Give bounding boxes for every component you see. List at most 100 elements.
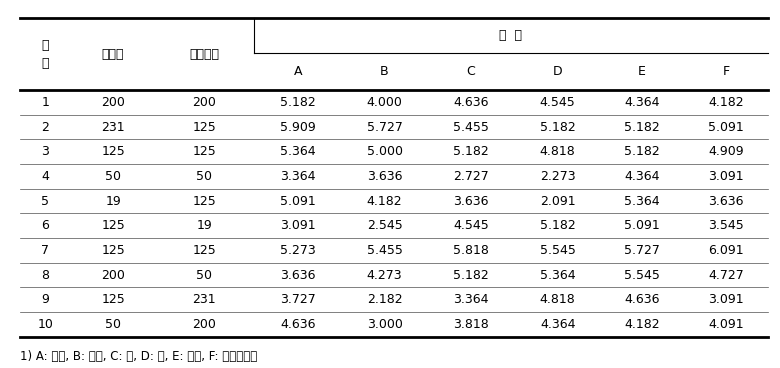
Text: 125: 125 <box>193 121 216 134</box>
Text: 4.182: 4.182 <box>624 318 660 331</box>
Text: 200: 200 <box>101 269 125 282</box>
Text: 5.727: 5.727 <box>367 121 402 134</box>
Text: 5.545: 5.545 <box>540 244 576 257</box>
Text: 번: 번 <box>41 39 49 52</box>
Text: 5.091: 5.091 <box>708 121 744 134</box>
Text: 2.545: 2.545 <box>367 219 402 232</box>
Text: E: E <box>638 65 646 78</box>
Text: 125: 125 <box>193 145 216 158</box>
Text: 5: 5 <box>41 195 49 208</box>
Text: 3.364: 3.364 <box>280 170 316 183</box>
Text: 2.727: 2.727 <box>453 170 489 183</box>
Text: 3.091: 3.091 <box>708 170 744 183</box>
Text: 호: 호 <box>41 57 49 70</box>
Text: 4.364: 4.364 <box>624 96 660 109</box>
Text: 2: 2 <box>41 121 49 134</box>
Text: 50: 50 <box>105 170 121 183</box>
Text: 4.364: 4.364 <box>540 318 576 331</box>
Text: 6: 6 <box>41 219 49 232</box>
Text: 1: 1 <box>41 96 49 109</box>
Text: 231: 231 <box>193 293 216 306</box>
Text: 4.727: 4.727 <box>708 269 744 282</box>
Text: 4.818: 4.818 <box>540 145 576 158</box>
Text: 4: 4 <box>41 170 49 183</box>
Text: 5.364: 5.364 <box>540 269 576 282</box>
Text: 3.636: 3.636 <box>367 170 402 183</box>
Text: 4.545: 4.545 <box>453 219 489 232</box>
Text: 19: 19 <box>197 219 212 232</box>
Text: 5.818: 5.818 <box>453 244 489 257</box>
Text: 4.636: 4.636 <box>280 318 316 331</box>
Text: 2.273: 2.273 <box>540 170 576 183</box>
Text: 3.636: 3.636 <box>708 195 744 208</box>
Text: C: C <box>466 65 476 78</box>
Text: 4.818: 4.818 <box>540 293 576 306</box>
Text: 2.182: 2.182 <box>367 293 402 306</box>
Text: 4.182: 4.182 <box>708 96 744 109</box>
Text: 5.182: 5.182 <box>540 121 576 134</box>
Text: 5.182: 5.182 <box>453 269 489 282</box>
Text: 125: 125 <box>101 145 125 158</box>
Text: 5.455: 5.455 <box>367 244 402 257</box>
Text: 4.909: 4.909 <box>708 145 744 158</box>
Text: 4.091: 4.091 <box>708 318 744 331</box>
Text: 2.091: 2.091 <box>540 195 576 208</box>
Text: 4.636: 4.636 <box>453 96 489 109</box>
Text: 5.455: 5.455 <box>453 121 489 134</box>
Text: 125: 125 <box>101 293 125 306</box>
Text: 50: 50 <box>197 170 212 183</box>
Text: 200: 200 <box>193 318 216 331</box>
Text: 5.182: 5.182 <box>624 145 660 158</box>
Text: 5.182: 5.182 <box>280 96 316 109</box>
Text: 125: 125 <box>193 244 216 257</box>
Text: 3.727: 3.727 <box>280 293 316 306</box>
Text: 5.364: 5.364 <box>624 195 660 208</box>
Text: 4.273: 4.273 <box>367 269 402 282</box>
Text: 레모주스: 레모주스 <box>190 48 219 61</box>
Text: 6.091: 6.091 <box>708 244 744 257</box>
Text: 5.273: 5.273 <box>280 244 316 257</box>
Text: 4.000: 4.000 <box>367 96 402 109</box>
Text: 9: 9 <box>41 293 49 306</box>
Text: 3.091: 3.091 <box>708 293 744 306</box>
Text: 8: 8 <box>41 269 49 282</box>
Text: 4.182: 4.182 <box>367 195 402 208</box>
Text: 3.091: 3.091 <box>280 219 316 232</box>
Text: 5.091: 5.091 <box>624 219 660 232</box>
Text: 5.000: 5.000 <box>367 145 402 158</box>
Text: B: B <box>380 65 389 78</box>
Text: 4.636: 4.636 <box>624 293 660 306</box>
Text: 7: 7 <box>41 244 49 257</box>
Text: 231: 231 <box>101 121 125 134</box>
Text: 3.000: 3.000 <box>367 318 402 331</box>
Text: 50: 50 <box>197 269 212 282</box>
Text: 1) A: 단맛, B: 신맛, C: 향, D: 색, E: 촉감, F: 종합기호도: 1) A: 단맛, B: 신맛, C: 향, D: 색, E: 촉감, F: 종… <box>20 350 257 362</box>
Text: 200: 200 <box>193 96 216 109</box>
Text: 4.545: 4.545 <box>540 96 576 109</box>
Text: 50: 50 <box>105 318 121 331</box>
Text: 200: 200 <box>101 96 125 109</box>
Text: 3.636: 3.636 <box>280 269 316 282</box>
Text: F: F <box>722 65 730 78</box>
Text: 3.545: 3.545 <box>708 219 744 232</box>
Text: 125: 125 <box>101 219 125 232</box>
Text: 응  답: 응 답 <box>499 29 523 42</box>
Text: 3: 3 <box>41 145 49 158</box>
Text: 10: 10 <box>37 318 53 331</box>
Text: 19: 19 <box>105 195 121 208</box>
Text: 5.182: 5.182 <box>453 145 489 158</box>
Text: 3.818: 3.818 <box>453 318 489 331</box>
Text: 5.909: 5.909 <box>280 121 316 134</box>
Text: 5.364: 5.364 <box>280 145 316 158</box>
Text: 5.091: 5.091 <box>280 195 316 208</box>
Text: 공심체: 공심체 <box>102 48 124 61</box>
Text: 5.545: 5.545 <box>624 269 660 282</box>
Text: 4.364: 4.364 <box>624 170 660 183</box>
Text: 3.636: 3.636 <box>453 195 489 208</box>
Text: 5.182: 5.182 <box>624 121 660 134</box>
Text: 125: 125 <box>193 195 216 208</box>
Text: A: A <box>294 65 302 78</box>
Text: D: D <box>553 65 562 78</box>
Text: 125: 125 <box>101 244 125 257</box>
Text: 5.727: 5.727 <box>624 244 660 257</box>
